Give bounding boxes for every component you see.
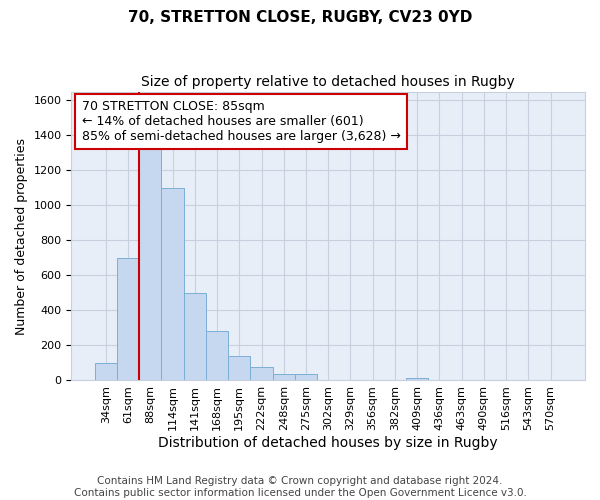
Title: Size of property relative to detached houses in Rugby: Size of property relative to detached ho…: [142, 75, 515, 89]
Bar: [139, 148, 161, 380]
Text: 70, STRETTON CLOSE, RUGBY, CV23 0YD: 70, STRETTON CLOSE, RUGBY, CV23 0YD: [128, 10, 472, 25]
Text: Contains HM Land Registry data © Crown copyright and database right 2024.
Contai: Contains HM Land Registry data © Crown c…: [74, 476, 526, 498]
Bar: [117, 258, 139, 380]
X-axis label: Distribution of detached houses by size in Rugby: Distribution of detached houses by size …: [158, 436, 498, 450]
Y-axis label: Number of detached properties: Number of detached properties: [15, 138, 28, 334]
Bar: [228, 356, 250, 380]
Bar: [250, 368, 272, 380]
Text: 70 STRETTON CLOSE: 85sqm
← 14% of detached houses are smaller (601)
85% of semi-: 70 STRETTON CLOSE: 85sqm ← 14% of detach…: [82, 100, 401, 143]
Bar: [406, 378, 428, 380]
Bar: [184, 293, 206, 380]
Bar: [206, 332, 228, 380]
Bar: [272, 374, 295, 380]
Bar: [95, 363, 117, 380]
Bar: [161, 188, 184, 380]
Bar: [295, 374, 317, 380]
